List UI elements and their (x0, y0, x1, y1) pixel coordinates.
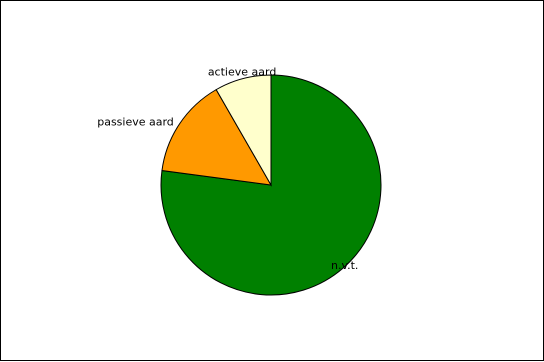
pie-slice-passieve-aard (161, 88, 272, 186)
pie-slice-actieve-aard (215, 74, 272, 187)
slice-label-passieve-aard: passieve aard (97, 116, 174, 129)
slice-label-actieve-aard: actieve aard (208, 66, 277, 79)
slice-label-n-v-t-: n.v.t. (331, 259, 358, 272)
